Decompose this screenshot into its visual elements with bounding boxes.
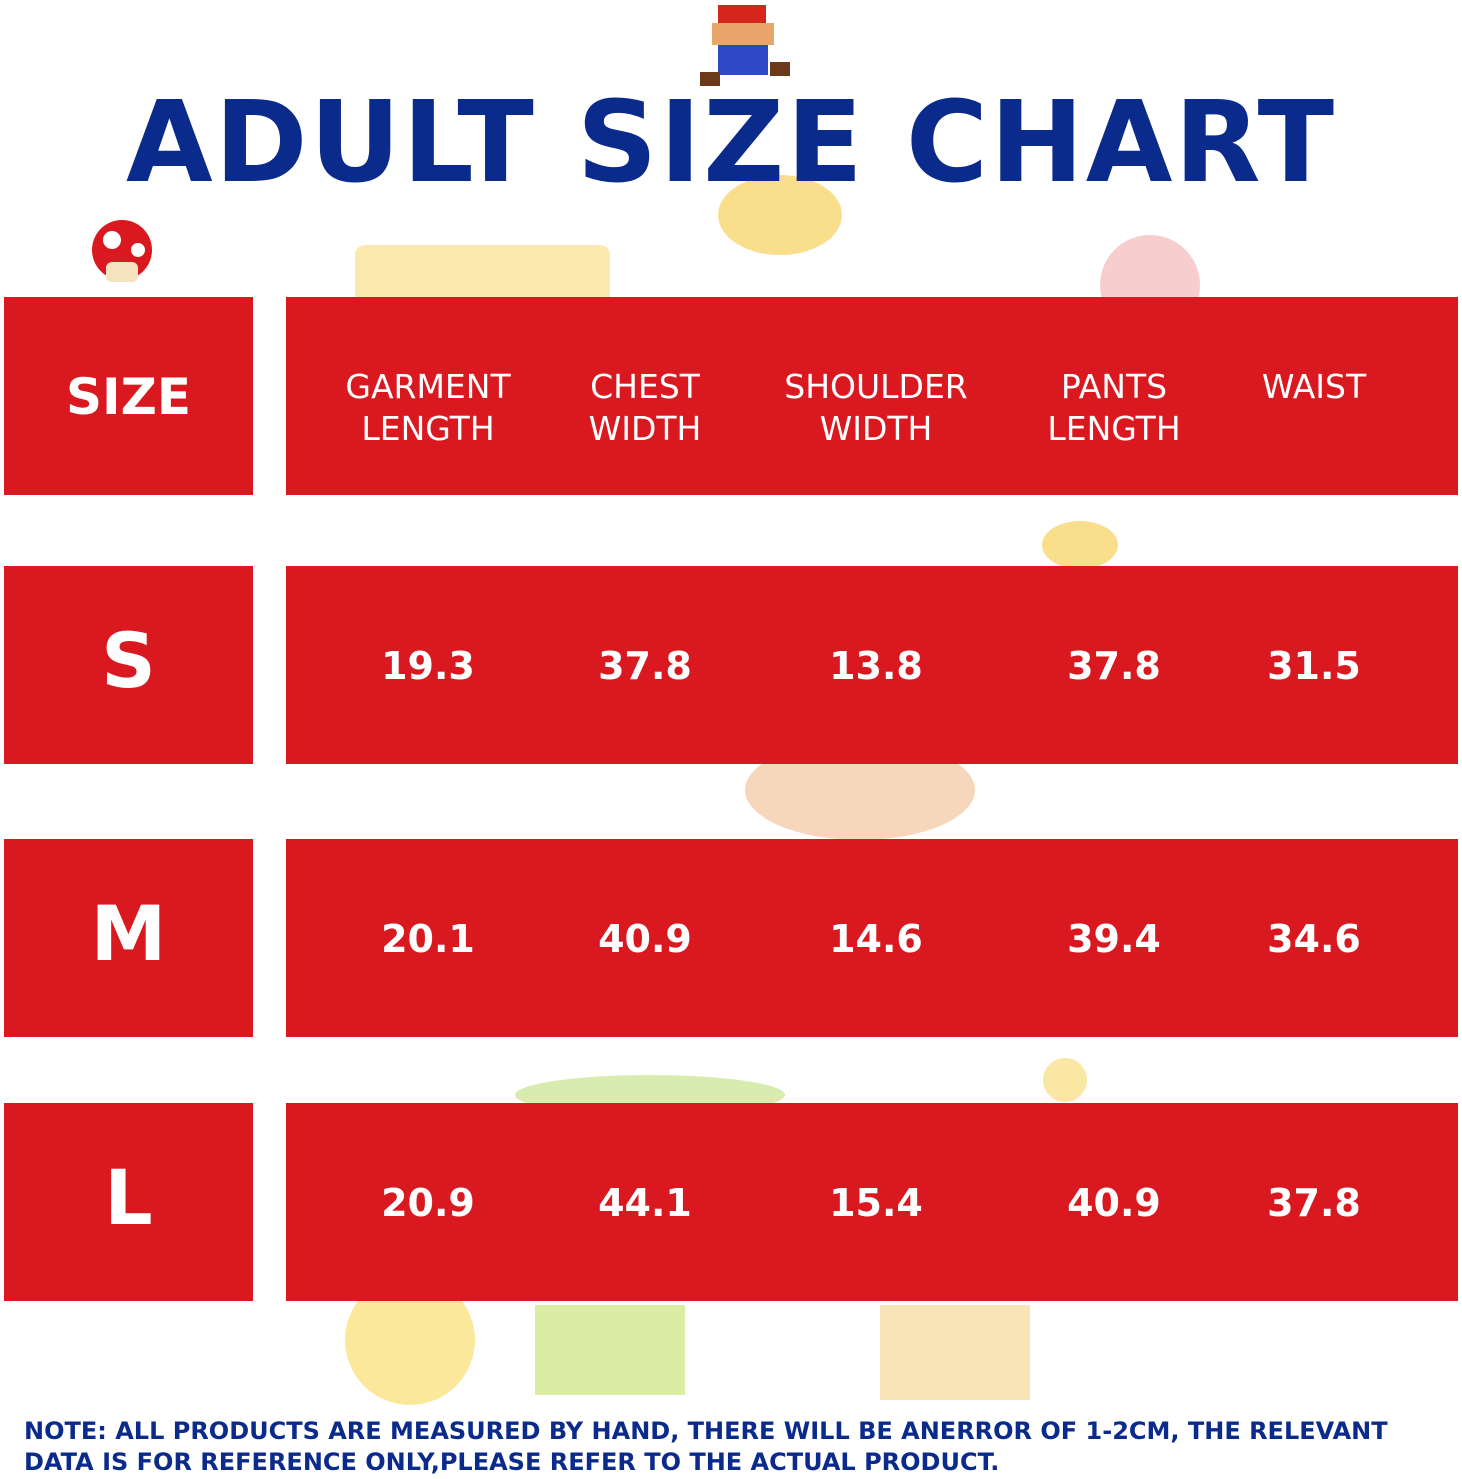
size-box [4,839,253,1037]
measurement: 13.8 [829,644,923,688]
row-box [286,566,1458,764]
size-box [4,1103,253,1301]
row-box [286,839,1458,1037]
column-header: CHEST WIDTH [588,367,702,448]
measurement: 14.6 [829,917,923,961]
measurement: 40.9 [1067,1181,1161,1225]
size-header: SIZE [65,368,192,426]
measurement: 37.8 [1267,1181,1361,1225]
measurement: 19.3 [381,644,475,688]
measurement: 15.4 [829,1181,923,1225]
title: ADULT SIZE CHART [125,78,1337,208]
column-header: GARMENT LENGTH [345,367,511,448]
measurement: 34.6 [1267,917,1361,961]
size-label: S [101,616,156,705]
measurement: 40.9 [598,917,692,961]
measurement: 20.9 [381,1181,475,1225]
row-box [286,297,1458,495]
measurement: 37.8 [1067,644,1161,688]
measurement: 31.5 [1267,644,1361,688]
column-header: PANTS LENGTH [1047,367,1181,448]
size-label: L [104,1153,153,1242]
size-box [4,297,253,495]
measurement: 20.1 [381,917,475,961]
measurement: 37.8 [598,644,692,688]
note: NOTE: ALL PRODUCTS ARE MEASURED BY HAND,… [24,1417,1388,1476]
measurement: 44.1 [598,1181,692,1225]
measurement: 39.4 [1067,917,1161,961]
row-box [286,1103,1458,1301]
size-box [4,566,253,764]
column-header: SHOULDER WIDTH [784,367,968,448]
size-label: M [90,889,167,978]
column-header: WAIST [1261,367,1367,406]
